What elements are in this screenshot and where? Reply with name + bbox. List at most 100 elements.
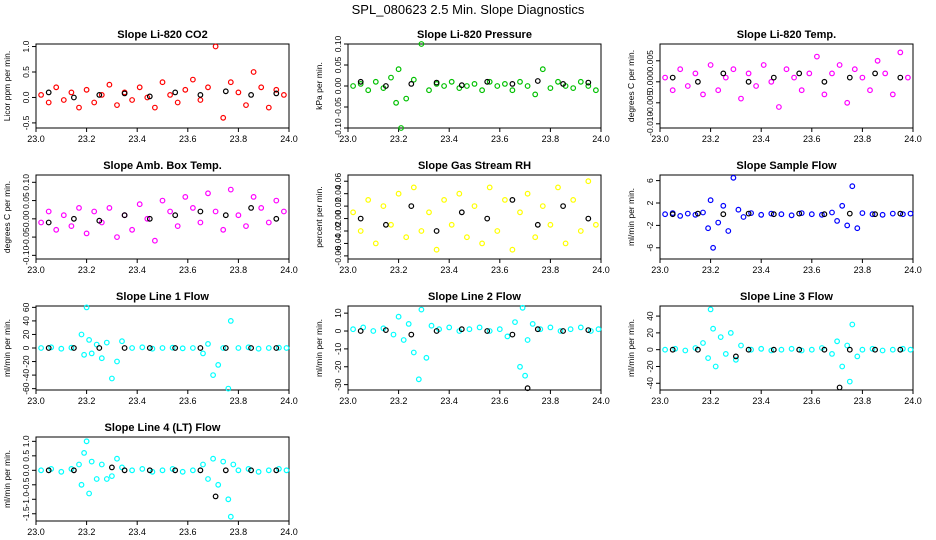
data-point	[149, 345, 156, 352]
data-point	[91, 99, 98, 106]
data-point	[854, 353, 861, 360]
data-point	[255, 345, 262, 352]
data-point	[88, 458, 95, 465]
mean-point	[534, 78, 541, 84]
data-point	[136, 84, 143, 91]
x-tick-label: 23.0	[339, 134, 357, 144]
x-tick-label: 23.4	[752, 134, 770, 144]
data-point	[806, 70, 813, 77]
data-point	[88, 350, 95, 357]
mean-point	[745, 346, 752, 353]
x-tick-label: 23.6	[491, 134, 509, 144]
mean-point	[458, 209, 465, 216]
mean-point	[796, 210, 803, 217]
y-tick-label: 0.04	[333, 185, 343, 202]
data-point	[692, 70, 699, 77]
data-point	[220, 226, 227, 233]
mean-point	[248, 204, 255, 211]
mean-point	[357, 328, 364, 334]
mean-point	[585, 327, 592, 334]
x-tick-label: 23.8	[230, 396, 248, 406]
data-point	[114, 234, 120, 241]
data-point	[281, 208, 287, 215]
data-point	[479, 240, 486, 247]
x-tick-label: 24.0	[280, 265, 298, 275]
data-point	[662, 211, 668, 218]
y-tick-label: 0.00	[333, 77, 343, 94]
data-point	[539, 203, 546, 210]
y-axis-label: kPa per min.	[314, 62, 324, 110]
chart-panel-2: Slope Li-820 Pressure -0.10-0.05 0.00 0.05 0…	[314, 29, 610, 144]
data-point	[834, 217, 840, 224]
data-point	[350, 326, 357, 333]
mean-point	[796, 70, 803, 77]
mean-point	[197, 208, 204, 215]
data-point	[839, 363, 846, 370]
data-point	[418, 306, 425, 313]
y-tick-label: -0.06	[333, 246, 343, 266]
x-tick-label: 23.2	[78, 527, 96, 537]
y-tick-label: 40	[645, 311, 655, 321]
mean-point	[560, 328, 566, 334]
mean-point	[872, 70, 878, 77]
data-point	[182, 193, 189, 200]
mean-point	[484, 328, 491, 334]
mean-point	[695, 78, 701, 85]
data-point	[524, 337, 531, 343]
data-point	[58, 345, 65, 352]
data-point	[758, 211, 765, 218]
mean-point	[733, 353, 739, 360]
x-tick-label: 23.4	[440, 134, 458, 144]
data-point	[849, 183, 856, 190]
mean-point	[669, 346, 676, 353]
chart-panel-4: Slope Amb. Box Temp. -0.10-0.050.000.050.…	[2, 160, 298, 275]
data-point	[707, 306, 714, 313]
data-point	[684, 210, 691, 217]
data-point	[547, 221, 554, 228]
data-point	[529, 321, 536, 327]
data-point	[393, 99, 400, 106]
data-point	[509, 246, 516, 253]
mean-point	[121, 212, 128, 219]
data-point	[189, 345, 196, 351]
y-tick-label: 10	[333, 308, 343, 318]
y-tick-label: 0.00	[21, 210, 31, 227]
data-point	[717, 334, 724, 341]
x-tick-label: 23.8	[230, 265, 248, 275]
data-point	[519, 304, 526, 311]
plot-frame	[35, 436, 290, 522]
data-point	[446, 324, 453, 331]
x-tick-label: 23.2	[390, 265, 408, 275]
mean-point	[408, 203, 415, 210]
x-tick-label: 24.0	[280, 396, 298, 406]
chart-title: Slope Li-820 Pressure	[417, 29, 532, 41]
plot-frame	[347, 305, 602, 391]
data-point	[415, 376, 422, 383]
data-point	[129, 467, 136, 474]
data-point	[210, 455, 217, 462]
data-point	[585, 83, 592, 89]
mean-point	[560, 203, 566, 210]
data-point	[570, 196, 577, 203]
data-point	[403, 234, 410, 241]
data-point	[760, 62, 767, 68]
data-point	[844, 99, 851, 106]
data-point	[798, 210, 805, 217]
data-point	[151, 104, 158, 111]
data-point	[557, 328, 564, 334]
mean-point	[745, 78, 752, 85]
mean-point	[534, 221, 541, 228]
data-point	[849, 321, 856, 328]
data-point	[243, 102, 249, 108]
mean-point	[96, 91, 103, 98]
data-point	[114, 455, 120, 462]
data-point	[410, 349, 417, 356]
x-tick-label: 23.4	[440, 396, 458, 406]
mean-point	[383, 327, 389, 334]
mean-point	[146, 345, 153, 351]
data-point	[778, 346, 785, 353]
mean-point	[70, 345, 77, 351]
mean-point	[45, 89, 52, 96]
data-point	[83, 86, 90, 93]
mean-point	[45, 219, 52, 226]
